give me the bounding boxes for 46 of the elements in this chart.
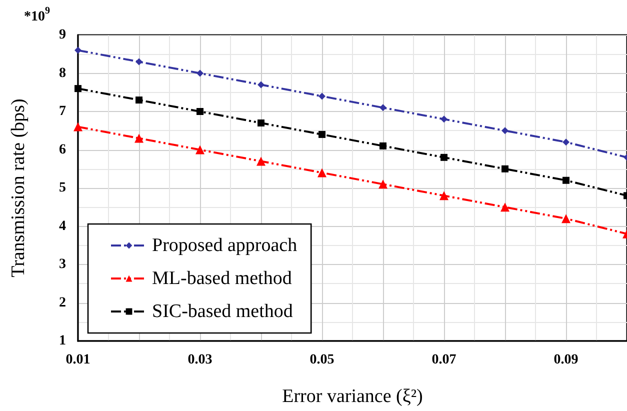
- point: [196, 70, 204, 77]
- point: [378, 180, 388, 189]
- point: [196, 108, 204, 115]
- point: [196, 145, 204, 154]
- point: [562, 176, 570, 184]
- point: [318, 92, 326, 100]
- legend-label: SIC-based method: [152, 301, 294, 322]
- point: [380, 104, 386, 112]
- point: [318, 130, 326, 138]
- x-axis-title: Error variance (ξ²): [282, 386, 423, 407]
- y-tick-label: 5: [59, 180, 66, 196]
- point: [136, 58, 142, 66]
- point: [318, 168, 326, 178]
- point: [74, 46, 82, 54]
- x-tick-label: 0.07: [432, 352, 456, 368]
- point: [502, 127, 508, 134]
- point: [74, 85, 82, 92]
- x-tick-label: 0.03: [188, 352, 212, 368]
- y-tick-label: 3: [59, 257, 66, 272]
- y-tick-label: 1: [59, 334, 66, 348]
- y-tick-label: 2: [59, 295, 66, 310]
- point: [74, 122, 82, 132]
- point: [440, 116, 448, 123]
- point: [258, 81, 264, 88]
- point: [258, 119, 264, 126]
- point: [136, 96, 142, 104]
- legend-label: ML-based method: [152, 268, 292, 289]
- point: [562, 214, 570, 224]
- y-tick-label: 9: [59, 28, 66, 42]
- point: [562, 138, 570, 146]
- point: [500, 202, 510, 212]
- point: [256, 156, 266, 166]
- y-tick-label: 6: [59, 142, 66, 158]
- y-axis-title: Transmission rate (bps): [8, 98, 29, 278]
- y-tick-label: 4: [59, 218, 66, 234]
- y-tick-label: 8: [59, 66, 66, 81]
- point: [380, 142, 386, 150]
- point: [134, 134, 144, 143]
- point: [502, 165, 508, 172]
- y-tick-label: 7: [59, 104, 66, 119]
- legend-label: Proposed approach: [152, 235, 298, 256]
- x-tick-label: 0.09: [554, 352, 578, 368]
- point: [440, 191, 448, 200]
- point: [440, 154, 448, 161]
- x-tick-label: 0.01: [66, 352, 90, 368]
- x-tick-label: 0.05: [310, 352, 334, 368]
